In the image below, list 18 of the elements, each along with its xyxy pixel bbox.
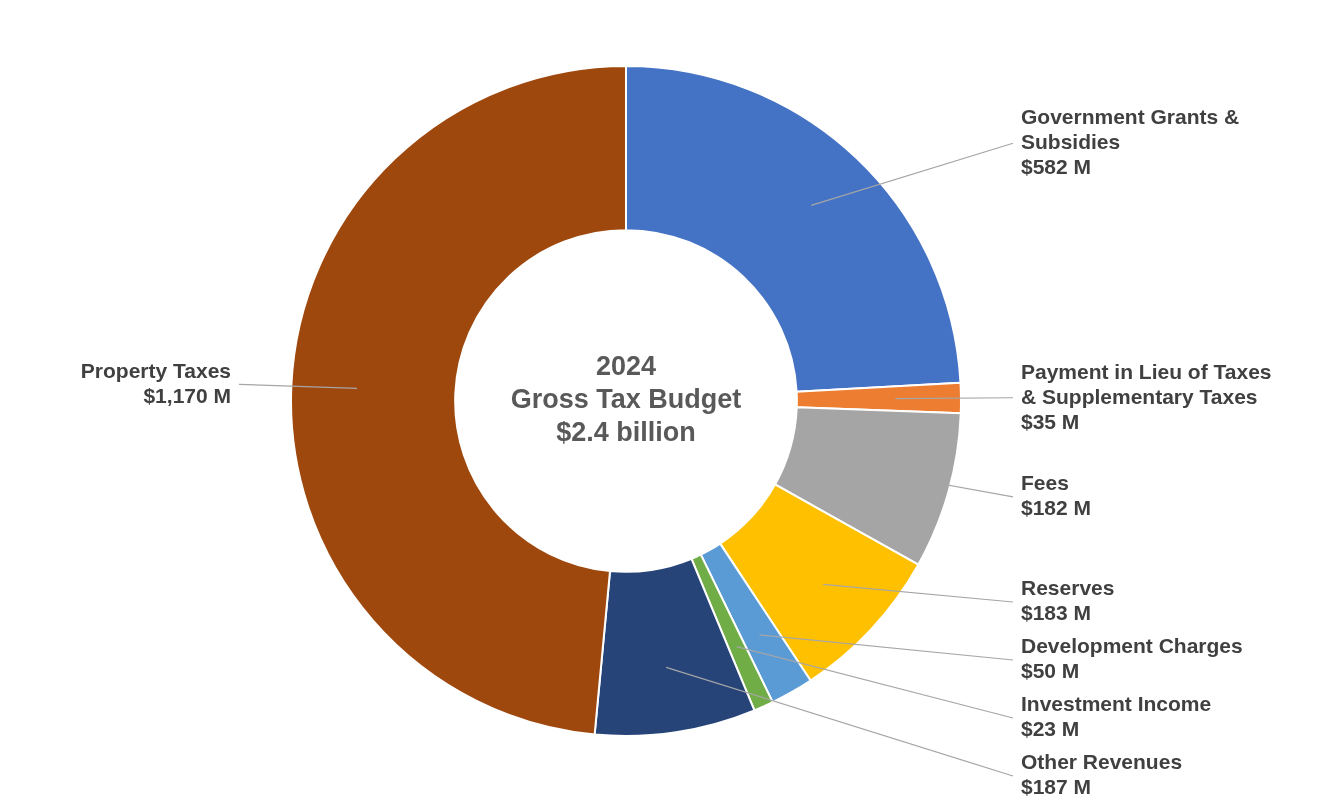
- slice-label: Government Grants & Subsidies: [1021, 105, 1240, 153]
- data-label: $23 M: [1021, 717, 1080, 741]
- data-label: $35 M: [1021, 409, 1080, 433]
- slice-label: Fees: [1021, 471, 1069, 495]
- text: 2024 Gross Tax Budget: [510, 351, 742, 415]
- slice-label: Investment Income: [1021, 692, 1212, 716]
- slice-label: Property Taxes: [80, 358, 232, 382]
- text: $2.4 billion: [556, 417, 696, 448]
- data-label: $182 M: [1021, 496, 1092, 520]
- slice-label: Development Charges: [1021, 634, 1243, 658]
- data-label: $50 M: [1021, 659, 1080, 683]
- data-label: $582 M: [1021, 155, 1092, 178]
- slice-label: Payment in Lieu of Taxes & Supplementary Taxes: [1021, 359, 1272, 408]
- slice-label: Other Revenues: [1021, 750, 1183, 774]
- slice-label: Reserves: [1021, 576, 1115, 600]
- data-label: $187 M: [1021, 775, 1092, 799]
- data-label: $183 M: [1021, 601, 1092, 625]
- data-label: $1,170 M: [143, 383, 231, 407]
